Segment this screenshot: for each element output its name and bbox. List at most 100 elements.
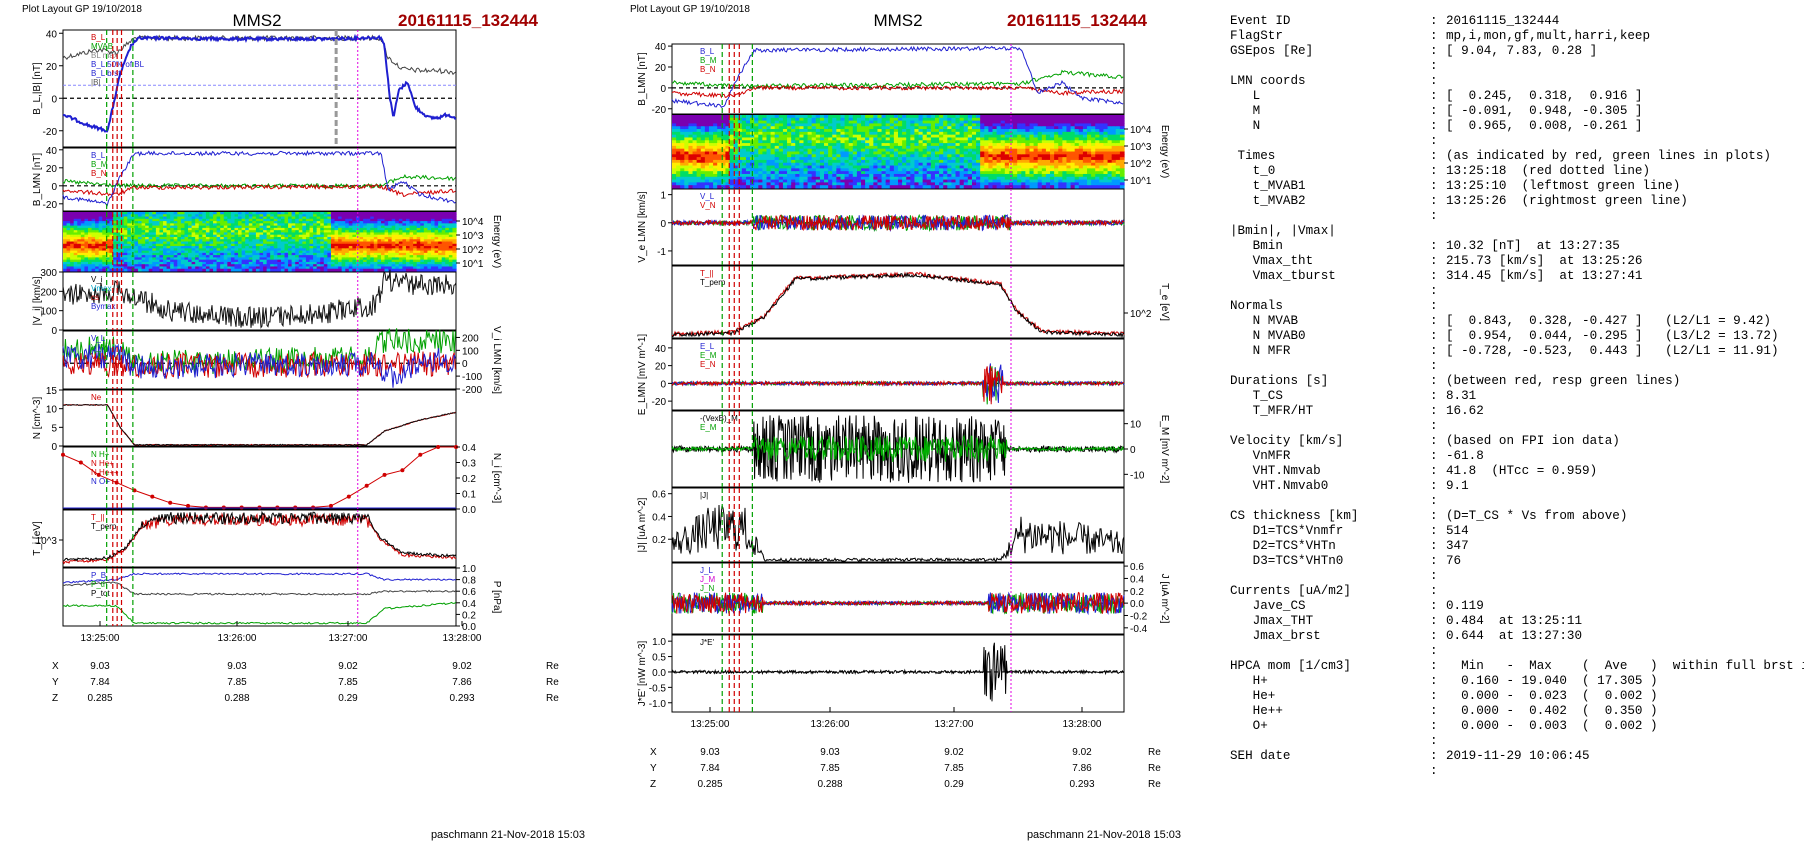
left-ion-spectrogram-cell <box>255 212 261 215</box>
left-ion-spectrogram-cell <box>66 221 71 224</box>
right-electron-spectrogram-cell <box>922 117 928 122</box>
left-ion-spectrogram-cell <box>395 232 400 236</box>
left-ion-spectrogram-cell <box>413 239 418 243</box>
left-ion-spectrogram-cell <box>73 259 78 263</box>
right-electron-spectrogram-cell <box>844 117 850 122</box>
left-ion-spectrogram-cell <box>388 225 393 229</box>
left-ion-spectrogram-cell <box>259 214 264 218</box>
left-ion-spectrogram-cell <box>113 239 118 243</box>
left-ion-spectrogram-cell <box>334 214 339 218</box>
left-ion-spectrogram-cell <box>102 230 107 234</box>
right-electron-spectrogram-cell <box>672 165 677 169</box>
right-electron-spectrogram-cell <box>782 185 788 189</box>
right-electron-spectrogram-cell <box>906 129 911 133</box>
right-electron-spectrogram-cell <box>828 185 833 189</box>
right-electron-spectrogram-cell <box>947 157 953 161</box>
left-ion-spectrogram-cell <box>227 225 232 229</box>
left-ion-spectrogram-cell <box>327 252 332 256</box>
left-ion-spectrogram-cell <box>91 212 96 215</box>
left-ion-spectrogram-cell <box>255 246 261 249</box>
left-ion-spectrogram-cell <box>120 234 125 238</box>
left-ion-spectrogram-cell <box>66 216 71 220</box>
series-pressure-line <box>62 572 457 584</box>
left-ion-spectrogram-cell <box>245 266 250 270</box>
left-ion-spectrogram-cell <box>384 212 389 215</box>
right-electron-spectrogram-cell <box>828 143 833 147</box>
left-ion-spectrogram-cell <box>405 246 411 249</box>
left-ion-spectrogram-cell <box>248 250 253 254</box>
right-electron-spectrogram-cell <box>807 171 813 175</box>
left-ion-spectrogram-cell <box>202 214 207 218</box>
left-ion-spectrogram-cell <box>420 241 425 245</box>
right-electron-spectrogram-cell <box>737 120 743 125</box>
left-ion-spectrogram-cell <box>73 264 78 268</box>
left-ion-spectrogram-cell <box>188 268 193 272</box>
left-ion-spectrogram-cell <box>127 268 132 272</box>
right-electron-spectrogram-cell <box>787 120 792 125</box>
right-electron-spectrogram-cell <box>713 165 718 169</box>
left-ion-spectrogram-cell <box>77 248 82 252</box>
right-electron-spectrogram-cell <box>803 182 809 186</box>
y-tick-label: 1.0 <box>462 564 476 575</box>
left-ion-spectrogram-cell <box>366 227 371 231</box>
right-electron-spectrogram-cell <box>708 165 714 169</box>
left-ion-spectrogram-cell <box>202 248 207 252</box>
left-ion-spectrogram-cell <box>177 241 182 245</box>
left-ion-spectrogram-cell <box>441 234 446 238</box>
left-ion-spectrogram-cell <box>409 221 414 224</box>
right-electron-spectrogram-cell <box>815 148 821 153</box>
right-electron-spectrogram-cell <box>947 120 953 125</box>
right-electron-spectrogram-cell <box>947 143 953 147</box>
right-electron-spectrogram-cell <box>959 168 965 172</box>
left-ion-spectrogram-cell <box>416 214 421 218</box>
right-electron-spectrogram-cell <box>856 145 862 150</box>
right-electron-spectrogram-cell <box>885 173 891 178</box>
left-ion-spectrogram-cell <box>209 221 214 224</box>
left-ion-spectrogram-cell <box>170 214 175 218</box>
left-ion-spectrogram-cell <box>241 246 246 249</box>
left-ion-spectrogram-cell <box>323 232 328 236</box>
left-ion-spectrogram-cell <box>88 227 93 231</box>
left-ion-spectrogram-cell <box>173 248 178 252</box>
left-ion-spectrogram-cell <box>438 261 443 265</box>
left-ion-spectrogram-cell <box>341 250 346 254</box>
right-electron-spectrogram-cell <box>745 123 751 127</box>
left-ion-spectrogram-cell <box>105 216 111 220</box>
right-electron-spectrogram-cell <box>803 148 809 153</box>
left-ion-spectrogram-cell <box>280 216 286 220</box>
left-ion-spectrogram-cell <box>113 230 118 234</box>
left-ion-spectrogram-cell <box>113 259 118 263</box>
left-ion-spectrogram-cell <box>109 218 114 222</box>
left-ion-spectrogram-cell <box>409 268 414 272</box>
left-ion-spectrogram-cell <box>195 259 200 263</box>
left-ion-spectrogram-cell <box>320 250 325 254</box>
left-ion-spectrogram-cell <box>234 221 239 224</box>
left-ion-spectrogram-cell <box>416 232 421 236</box>
right-electron-spectrogram-cell <box>708 168 714 172</box>
right-electron-spectrogram-cell <box>828 154 833 158</box>
right-electron-spectrogram-cell <box>889 151 895 155</box>
left-ion-spectrogram-cell <box>66 236 71 240</box>
right-electron-spectrogram-cell <box>774 182 780 186</box>
right-electron-spectrogram-cell <box>861 148 866 153</box>
left-ion-spectrogram-cell <box>452 257 457 261</box>
left-ion-spectrogram-cell <box>380 250 386 254</box>
right-electron-spectrogram-cell <box>676 176 681 181</box>
left-ion-spectrogram-cell <box>77 212 82 215</box>
left-ion-spectrogram-cell <box>405 261 411 265</box>
left-ion-spectrogram-cell <box>213 212 218 215</box>
right-electron-spectrogram-cell <box>943 148 948 153</box>
left-ion-spectrogram-cell <box>177 252 182 256</box>
left-ion-spectrogram-cell <box>170 266 175 270</box>
right-electron-spectrogram-cell <box>758 117 763 122</box>
right-electron-spectrogram-cell <box>819 185 825 189</box>
left-ion-spectrogram-cell <box>63 236 68 240</box>
left-ion-spectrogram-cell <box>123 264 128 268</box>
right-electron-spectrogram-cell <box>898 134 903 139</box>
right-electron-spectrogram-cell <box>787 165 792 169</box>
right-electron-spectrogram-cell <box>861 182 866 186</box>
left-ion-spectrogram-cell <box>223 221 228 224</box>
left-ion-spectrogram-cell <box>202 246 207 249</box>
left-ion-spectrogram-cell <box>416 223 421 227</box>
left-ion-spectrogram-cell <box>163 241 168 245</box>
